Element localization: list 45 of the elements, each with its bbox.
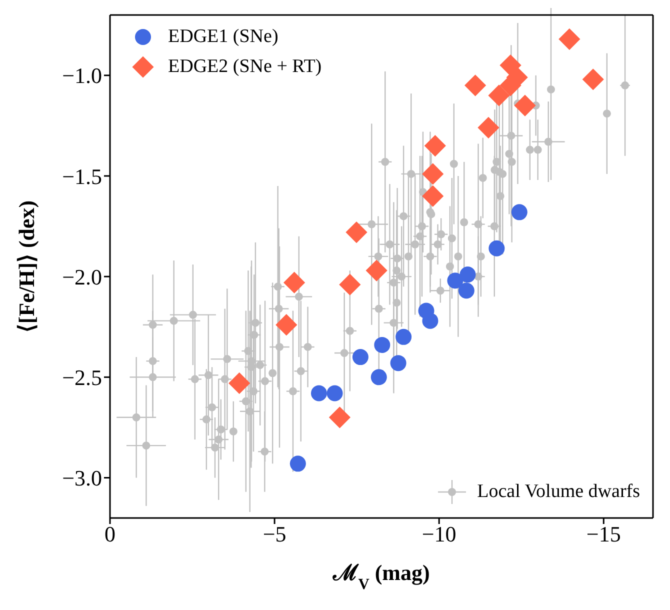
point	[488, 84, 510, 106]
point	[290, 456, 306, 472]
x-axis-title: ℳ$_{V}$ (mag)	[332, 560, 430, 592]
point	[422, 312, 438, 329]
point	[339, 274, 361, 296]
point	[328, 406, 351, 428]
y-tick-label: −2.0	[62, 264, 102, 290]
legend-label: EDGE1 (SNe)	[168, 26, 278, 48]
legend-label: EDGE2 (SNe + RT)	[168, 56, 322, 78]
point	[424, 134, 446, 157]
point	[326, 385, 343, 402]
point	[422, 185, 444, 207]
point	[396, 328, 412, 345]
point	[352, 349, 368, 366]
y-axis-title: ⟨[Fe/H]⟩ (dex)	[14, 200, 39, 333]
y-tick-label: −2.5	[62, 364, 102, 390]
point	[370, 369, 387, 386]
y-tick-label: −3.0	[62, 466, 102, 491]
y-tick-label: −1.5	[62, 164, 102, 189]
point	[283, 272, 306, 294]
point	[310, 385, 327, 402]
point	[558, 28, 580, 50]
point	[478, 116, 500, 138]
x-tick-label: −5	[262, 522, 286, 547]
point	[228, 372, 250, 394]
x-tick-label: −15	[586, 522, 621, 547]
point	[366, 260, 388, 282]
point	[514, 94, 536, 116]
point	[464, 74, 486, 96]
point	[500, 54, 522, 76]
point	[458, 282, 474, 299]
point	[511, 204, 528, 220]
point	[582, 68, 604, 90]
x-tick-label: 0	[104, 522, 116, 547]
point	[460, 266, 476, 283]
point	[422, 163, 444, 185]
point	[488, 240, 505, 256]
legend-label: Local Volume dwarfs	[477, 481, 640, 503]
point	[346, 221, 368, 244]
point	[276, 314, 298, 336]
point	[374, 336, 390, 353]
point	[390, 355, 406, 372]
x-tick-label: −10	[422, 522, 456, 547]
y-tick-label: −1.0	[62, 63, 102, 88]
point	[447, 272, 464, 289]
